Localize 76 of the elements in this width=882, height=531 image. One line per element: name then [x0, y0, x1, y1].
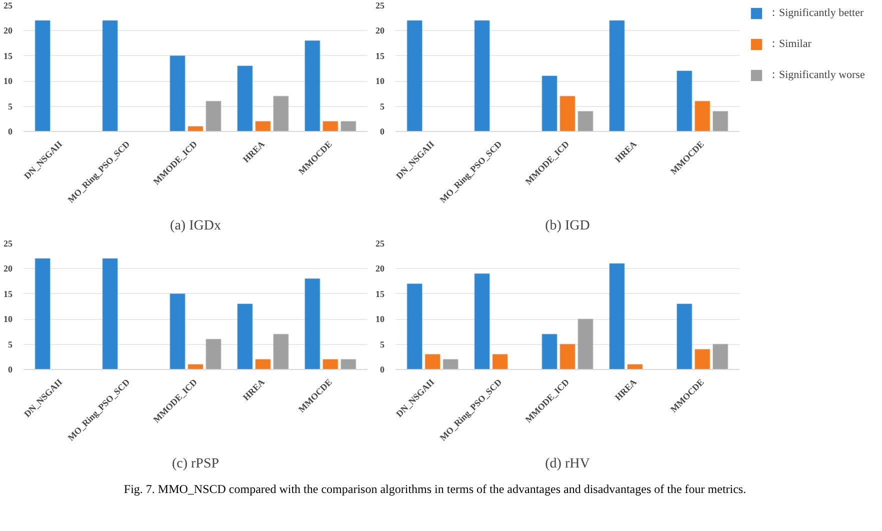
bar [206, 338, 222, 370]
legend-label: ：Significantly better [768, 6, 864, 20]
y-tick-label: 25 [4, 238, 13, 248]
y-tick-label: 15 [376, 288, 385, 299]
bar [322, 358, 338, 370]
legend-label: ：Similar [768, 37, 812, 51]
y-tick-label: 5 [380, 339, 385, 350]
bar [578, 110, 594, 132]
y-tick-label: 10 [4, 76, 13, 86]
bar [712, 344, 728, 370]
text: (b) IGD [545, 218, 590, 234]
y-tick-label: 10 [376, 76, 385, 86]
bar [170, 55, 186, 132]
legend-label: ：Significantly worse [768, 68, 865, 82]
bar [170, 293, 186, 370]
bar [406, 20, 422, 132]
caption: Fig. 7. MMO_NSCD compared with the comparison algorithms in terms of the advantages and disadvantages of the four metrics. [124, 481, 746, 498]
bar [694, 348, 710, 370]
y-tick-label: 0 [380, 364, 385, 374]
bar [237, 65, 253, 132]
bar [492, 354, 508, 370]
bar [542, 334, 558, 370]
text: (d) rHV [545, 456, 590, 472]
bar [560, 96, 576, 132]
bar [34, 20, 50, 132]
y-tick-label: 15 [4, 50, 13, 61]
y-tick-label: 20 [4, 264, 13, 274]
bar [442, 358, 458, 370]
text: (a) IGDx [170, 218, 221, 234]
bar [542, 76, 558, 132]
text: (c) rPSP [172, 456, 220, 472]
bar [340, 358, 356, 370]
y-tick-label: 25 [376, 0, 385, 10]
bar [304, 278, 320, 370]
y-tick-label: 0 [380, 126, 385, 136]
bar [578, 318, 594, 370]
y-tick-label: 5 [380, 101, 385, 112]
bar [406, 283, 422, 370]
y-tick-label: 5 [8, 101, 13, 112]
bar [188, 364, 204, 370]
y-tick-label: 25 [4, 0, 13, 10]
y-tick-label: 10 [376, 314, 385, 324]
bar [237, 303, 253, 370]
y-tick-label: 5 [8, 339, 13, 350]
bar [206, 100, 222, 132]
bar [712, 110, 728, 132]
bar [424, 354, 440, 370]
bar [340, 120, 356, 132]
bar [273, 334, 289, 370]
bar [474, 273, 490, 370]
bar [676, 70, 692, 132]
bar [322, 120, 338, 132]
bar [474, 20, 490, 132]
bar [560, 344, 576, 370]
bar [304, 40, 320, 132]
bar [188, 126, 204, 132]
bar [609, 263, 625, 370]
y-tick-label: 20 [376, 26, 385, 36]
bar [273, 96, 289, 132]
y-tick-label: 15 [376, 50, 385, 61]
y-tick-label: 0 [8, 364, 13, 374]
bar [609, 20, 625, 132]
y-tick-label: 15 [4, 288, 13, 299]
bar [34, 258, 50, 370]
bar [676, 303, 692, 370]
bar [102, 20, 118, 132]
y-tick-label: 0 [8, 126, 13, 136]
bar [694, 100, 710, 132]
bar [255, 358, 271, 370]
y-tick-label: 10 [4, 314, 13, 324]
y-tick-label: 20 [4, 26, 13, 36]
y-tick-label: 25 [376, 238, 385, 248]
bar [627, 364, 643, 370]
bar [255, 120, 271, 132]
bar [102, 258, 118, 370]
y-tick-label: 20 [376, 264, 385, 274]
